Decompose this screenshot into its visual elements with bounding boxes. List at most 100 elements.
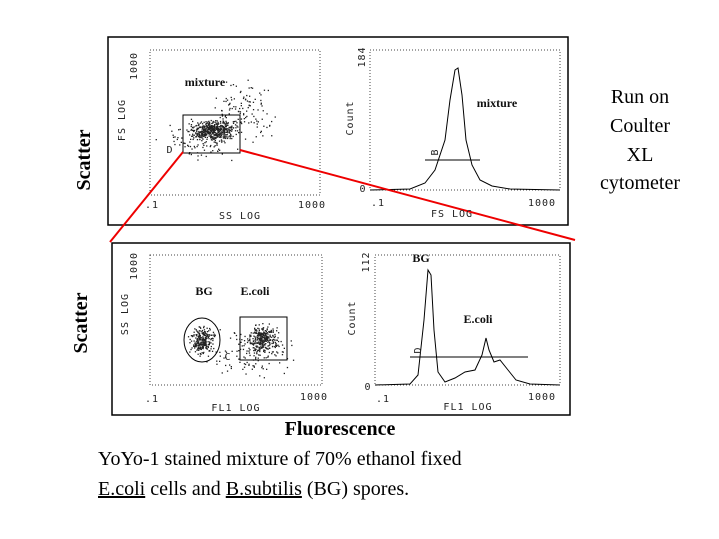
dot [208,131,210,133]
dot [265,346,267,349]
dot [274,335,276,337]
dot [211,337,214,339]
tick-label: 1000 [298,200,326,211]
dot [274,341,277,344]
caption-line: YoYo-1 stained mixture of 70% ethanol fi… [98,448,462,470]
plot-label: mixture [477,96,518,110]
dot [204,130,206,132]
dot [204,126,206,128]
dot [208,342,211,344]
dot [260,344,262,346]
dot [267,345,269,347]
dot [207,346,209,348]
dot [207,344,209,346]
dot [190,153,192,156]
dot [266,338,269,340]
dot [262,110,264,112]
dot [200,135,202,137]
dot [209,329,211,331]
dot [231,350,233,352]
dot [199,126,201,128]
dot [266,126,268,129]
dot [256,350,258,353]
dot [207,345,209,348]
dot [212,121,214,123]
dot [195,129,198,131]
dot [266,336,269,338]
dot [201,137,203,139]
dot [196,128,199,130]
dot [253,352,256,354]
dot [209,334,211,336]
dot [249,349,251,351]
dot [196,349,198,351]
tick-label: 1000 [129,52,140,80]
dot [259,333,261,336]
dot [263,89,266,91]
dot [254,98,256,100]
dot [204,334,206,336]
dot [220,131,222,133]
dot [269,335,271,337]
dot [190,335,193,337]
gate [239,316,288,361]
dot [209,327,211,330]
dot [249,336,251,338]
dot [239,91,242,94]
dot [208,122,210,124]
dot [214,121,216,123]
dot [259,335,261,337]
dot [257,327,259,329]
dot [196,145,198,148]
dot [244,343,246,345]
dot [190,118,193,120]
dot [254,331,256,333]
dot [210,137,212,139]
dot [248,87,250,89]
dot [228,128,230,131]
dot [205,121,207,123]
dot [220,134,223,136]
tick-label: 184 [357,46,368,67]
dot [258,331,260,333]
dot [210,133,212,135]
caption-part: E.coli [98,478,146,500]
dot [202,348,204,350]
dot [258,335,260,337]
dot [209,132,211,135]
dot [227,132,229,134]
dot [268,331,270,333]
dot [207,130,209,132]
dot [222,131,224,133]
dot [227,130,229,132]
dot [197,339,199,341]
dot [260,347,263,349]
dot [217,133,219,136]
dot [195,344,198,346]
dot [235,133,237,136]
dot [249,339,251,342]
dot [199,352,201,355]
dot [263,344,266,346]
dot [253,355,255,357]
dot [252,338,254,340]
dot [211,122,213,125]
dot [195,136,197,138]
dot [244,138,247,140]
dot [269,334,271,336]
dot [259,343,261,346]
dot [252,340,255,342]
dot [235,120,237,122]
dot [219,126,221,128]
dot [229,364,231,366]
dot [248,364,250,366]
dot [258,349,260,352]
dot [191,135,193,137]
dot [200,121,203,123]
dot [225,120,227,122]
dot [234,130,237,132]
dot [210,125,212,127]
dot [196,127,198,129]
dot [193,129,196,132]
dot [266,113,268,115]
